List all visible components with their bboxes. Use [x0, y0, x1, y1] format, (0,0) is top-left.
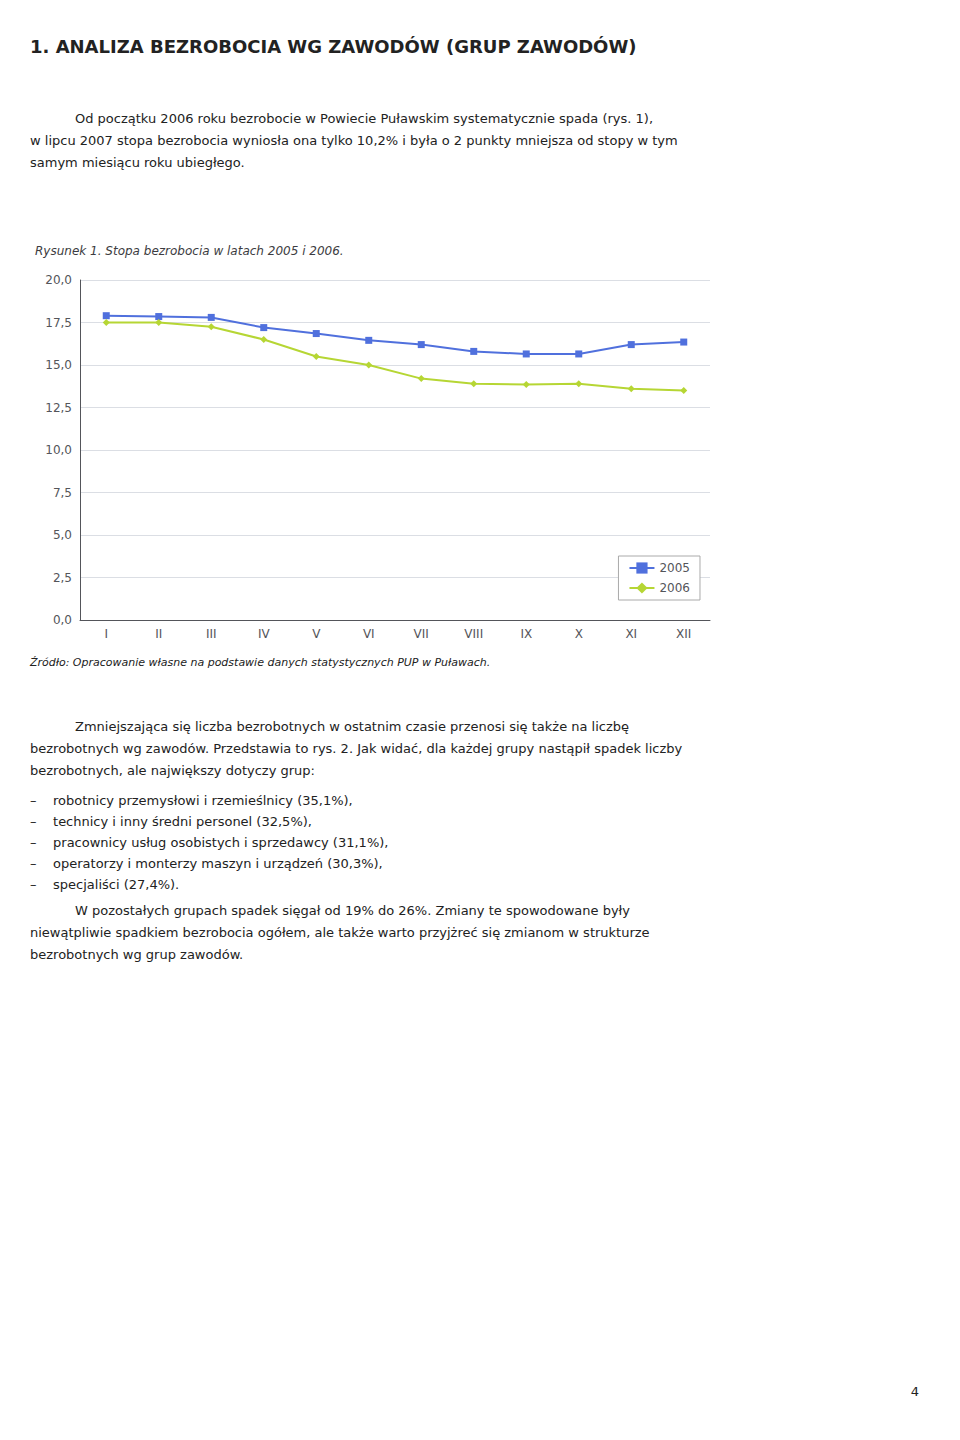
html-text:– operatorzy i monterzy maszyn: – operatorzy i monterzy maszyn i urządze…: [30, 856, 383, 871]
svg-text:II: II: [155, 627, 162, 641]
html-text:1. ANALIZA BEZROBOCIA WG ZAWOD: 1. ANALIZA BEZROBOCIA WG ZAWODÓW (GRUP Z…: [30, 36, 637, 57]
html-text:samym miesiącu roku ubiegłego.: samym miesiącu roku ubiegłego.: [30, 155, 245, 170]
html-text:– specjaliści (27,4%).: – specjaliści (27,4%).: [30, 877, 180, 892]
svg-text:10,0: 10,0: [45, 443, 72, 457]
html-text:W pozostałych grupach spadek s: W pozostałych grupach spadek sięgał od 1…: [75, 903, 630, 918]
html-text:Źródło: Opracowanie własne na: Źródło: Opracowanie własne na podstawie …: [30, 656, 491, 669]
svg-text:VIII: VIII: [464, 627, 483, 641]
html-text:Zmniejszająca się liczba bezro: Zmniejszająca się liczba bezrobotnych w …: [75, 719, 629, 734]
html-text:w lipcu 2007 stopa bezrobocia: w lipcu 2007 stopa bezrobocia wyniosła o…: [30, 133, 678, 148]
svg-text:V: V: [312, 627, 321, 641]
svg-text:VII: VII: [414, 627, 429, 641]
svg-text:2006: 2006: [659, 581, 690, 595]
html-text:– pracownicy usług osobistych: – pracownicy usług osobistych i sprzedaw…: [30, 835, 389, 850]
svg-text:VI: VI: [363, 627, 375, 641]
svg-text:2,5: 2,5: [53, 571, 72, 585]
svg-text:XII: XII: [676, 627, 691, 641]
svg-text:15,0: 15,0: [45, 358, 72, 372]
svg-text:III: III: [206, 627, 217, 641]
html-text:bezrobotnych wg zawodów. Przed: bezrobotnych wg zawodów. Przedstawia to …: [30, 741, 683, 756]
svg-text:0,0: 0,0: [53, 613, 72, 627]
html-text:– technicy i inny średni perso: – technicy i inny średni personel (32,5%…: [30, 814, 312, 829]
html-text:Od początku 2006 roku bezroboc: Od początku 2006 roku bezrobocie w Powie…: [75, 111, 653, 126]
svg-text:X: X: [575, 627, 583, 641]
svg-text:20,0: 20,0: [45, 273, 72, 287]
html-text:4: 4: [910, 1384, 920, 1399]
svg-text:I: I: [104, 627, 108, 641]
svg-text:IV: IV: [258, 627, 271, 641]
svg-text:12,5: 12,5: [45, 401, 72, 415]
svg-text:2005: 2005: [659, 561, 690, 575]
svg-text:17,5: 17,5: [45, 316, 72, 330]
svg-text:5,0: 5,0: [53, 528, 72, 542]
svg-text:IX: IX: [520, 627, 532, 641]
html-text:bezrobotnych wg grup zawodów.: bezrobotnych wg grup zawodów.: [30, 947, 244, 962]
svg-text:Rysunek 1. Stopa bezrobocia w: Rysunek 1. Stopa bezrobocia w latach 200…: [35, 244, 344, 258]
svg-text:XI: XI: [625, 627, 637, 641]
html-text:– robotnicy przemysłowi i rzem: – robotnicy przemysłowi i rzemieślnicy (…: [30, 793, 353, 808]
svg-text:7,5: 7,5: [53, 486, 72, 500]
html-text:niewątpliwie spadkiem bezroboc: niewątpliwie spadkiem bezrobocia ogółem,…: [30, 925, 650, 940]
html-text:bezrobotnych, ale największy d: bezrobotnych, ale największy dotyczy gru…: [30, 763, 315, 778]
